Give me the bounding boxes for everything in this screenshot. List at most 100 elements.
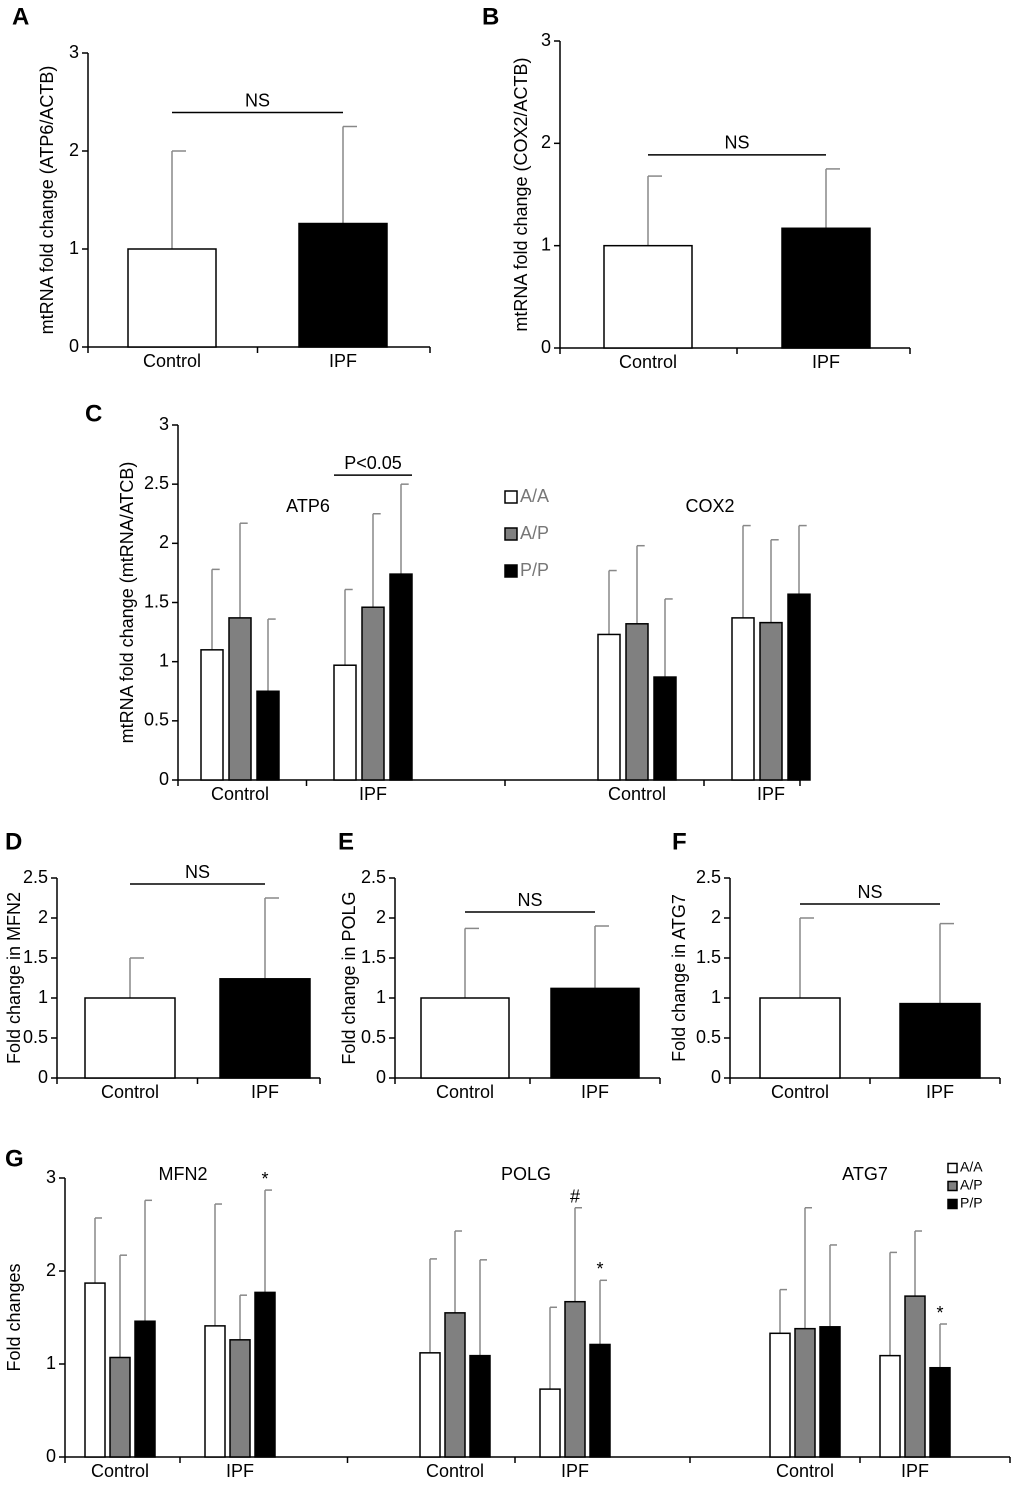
- bar: [787, 593, 811, 781]
- bar: [254, 1291, 276, 1458]
- bar: [444, 1312, 466, 1458]
- annotation: P<0.05: [344, 453, 402, 473]
- bar: [929, 1366, 951, 1458]
- x-tick-label: IPF: [561, 1461, 589, 1480]
- y-tick-label: 2: [711, 907, 721, 927]
- x-tick-label: Control: [619, 352, 677, 372]
- annotation: NS: [517, 890, 542, 910]
- bar: [597, 633, 621, 781]
- y-tick-label: 0.5: [144, 710, 169, 730]
- y-tick-label: 0.5: [361, 1027, 386, 1047]
- x-tick-label: Control: [608, 784, 666, 804]
- bar: [204, 1325, 226, 1458]
- legend-label: P/P: [520, 560, 549, 580]
- bar: [653, 676, 677, 781]
- y-axis-label: Fold change in POLG: [339, 891, 359, 1064]
- y-axis-label: mtRNA fold change (ATP6/ACTB): [37, 66, 57, 335]
- bar: [879, 1354, 901, 1458]
- x-tick-label: Control: [143, 351, 201, 371]
- panel-label: A: [12, 3, 29, 30]
- y-tick-label: 0: [159, 769, 169, 789]
- bar: [603, 244, 693, 349]
- bar: [769, 1332, 791, 1458]
- bar: [759, 997, 841, 1079]
- y-tick-label: 1: [541, 234, 551, 254]
- y-tick-label: 2: [541, 132, 551, 152]
- bar: [420, 997, 510, 1079]
- x-tick-label: IPF: [926, 1082, 954, 1102]
- panel-label: B: [482, 3, 499, 30]
- annotation: NS: [724, 133, 749, 153]
- legend-swatch: [947, 1180, 958, 1192]
- bar: [219, 978, 311, 1079]
- x-tick-label: Control: [771, 1082, 829, 1102]
- bar: [589, 1343, 611, 1458]
- y-tick-label: 2: [38, 907, 48, 927]
- x-tick-label: IPF: [901, 1461, 929, 1480]
- bar: [759, 621, 783, 781]
- y-tick-label: 1.5: [361, 947, 386, 967]
- legend-swatch: [504, 564, 518, 578]
- y-tick-label: 3: [541, 30, 551, 50]
- group-label: MFN2: [159, 1164, 208, 1184]
- y-tick-label: 0: [711, 1067, 721, 1087]
- bar: [904, 1295, 926, 1458]
- y-axis-label: Fold changes: [4, 1263, 24, 1371]
- legend-label: A/P: [960, 1177, 983, 1193]
- x-tick-label: Control: [101, 1082, 159, 1102]
- bar: [361, 606, 385, 781]
- x-tick-label: IPF: [226, 1461, 254, 1480]
- annotation: NS: [245, 90, 270, 110]
- y-axis-label: Fold change in ATG7: [669, 894, 689, 1062]
- annotation: NS: [185, 862, 210, 882]
- y-tick-label: 2: [69, 140, 79, 160]
- y-tick-label: 0: [69, 336, 79, 356]
- group-label: ATG7: [842, 1164, 888, 1184]
- group-label: COX2: [685, 496, 734, 516]
- y-axis-label: mtRNA fold change (COX2/ACTB): [511, 57, 531, 331]
- bar: [134, 1320, 156, 1458]
- y-tick-label: 1: [46, 1353, 56, 1373]
- panel-label: E: [338, 828, 354, 855]
- y-tick-label: 0.5: [23, 1027, 48, 1047]
- bar: [550, 987, 640, 1079]
- annotation: *: [261, 1169, 268, 1189]
- legend-swatch: [947, 1162, 958, 1174]
- legend-swatch: [947, 1198, 958, 1210]
- legend-label: A/A: [520, 486, 549, 506]
- y-tick-label: 1: [711, 987, 721, 1007]
- bar: [389, 573, 413, 781]
- y-tick-label: 1: [376, 987, 386, 1007]
- y-tick-label: 1.5: [696, 947, 721, 967]
- group-label: POLG: [501, 1164, 551, 1184]
- bar: [228, 617, 252, 781]
- bar: [899, 1002, 981, 1079]
- bar: [469, 1354, 491, 1458]
- bar: [298, 222, 388, 348]
- x-tick-label: Control: [436, 1082, 494, 1102]
- bar: [564, 1300, 586, 1458]
- x-tick-label: IPF: [581, 1082, 609, 1102]
- bar: [731, 617, 755, 781]
- legend-label: A/A: [960, 1159, 983, 1175]
- bar: [419, 1352, 441, 1458]
- annotation: #: [570, 1187, 580, 1207]
- y-tick-label: 3: [69, 42, 79, 62]
- y-tick-label: 0: [38, 1067, 48, 1087]
- y-tick-label: 0: [46, 1446, 56, 1466]
- annotation: *: [596, 1259, 603, 1279]
- y-tick-label: 0.5: [696, 1027, 721, 1047]
- y-tick-label: 2: [159, 532, 169, 552]
- y-tick-label: 0: [376, 1067, 386, 1087]
- y-tick-label: 2.5: [144, 473, 169, 493]
- y-tick-label: 2: [376, 907, 386, 927]
- y-tick-label: 1: [38, 987, 48, 1007]
- y-tick-label: 3: [159, 414, 169, 434]
- y-tick-label: 0: [541, 337, 551, 357]
- bar: [781, 227, 871, 349]
- bar: [84, 997, 176, 1079]
- y-tick-label: 2.5: [23, 867, 48, 887]
- bar: [200, 649, 224, 781]
- annotation: *: [936, 1303, 943, 1323]
